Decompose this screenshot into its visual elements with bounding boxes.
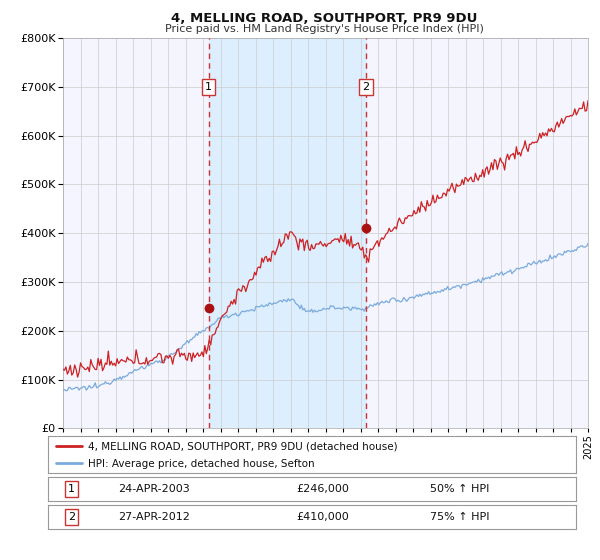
Text: 75% ↑ HPI: 75% ↑ HPI [430,512,490,522]
Text: 1: 1 [205,82,212,92]
Text: 4, MELLING ROAD, SOUTHPORT, PR9 9DU (detached house): 4, MELLING ROAD, SOUTHPORT, PR9 9DU (det… [88,442,397,451]
Text: 50% ↑ HPI: 50% ↑ HPI [430,484,490,494]
Bar [209,38,366,428]
Text: £246,000: £246,000 [296,484,349,494]
Text: 24-APR-2003: 24-APR-2003 [118,484,190,494]
Text: 27-APR-2012: 27-APR-2012 [118,512,190,522]
Text: Price paid vs. HM Land Registry's House Price Index (HPI): Price paid vs. HM Land Registry's House … [164,24,484,34]
Text: 2: 2 [68,512,76,522]
Text: £410,000: £410,000 [296,512,349,522]
Text: HPI: Average price, detached house, Sefton: HPI: Average price, detached house, Seft… [88,459,314,469]
Text: 4, MELLING ROAD, SOUTHPORT, PR9 9DU: 4, MELLING ROAD, SOUTHPORT, PR9 9DU [171,12,477,25]
Text: 2: 2 [362,82,370,92]
Text: 1: 1 [68,484,75,494]
